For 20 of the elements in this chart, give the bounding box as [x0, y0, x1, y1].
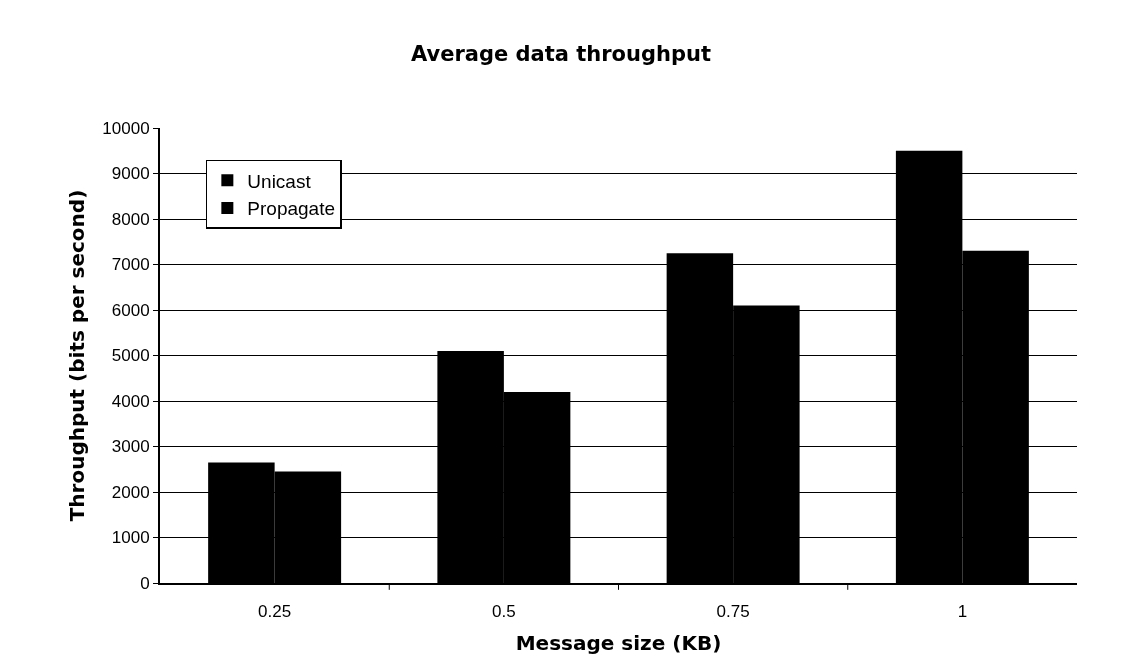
x-axis-title: Message size (KB)	[515, 631, 722, 656]
chart-title: Average data throughput	[411, 42, 711, 67]
y-axis-title: Throughput (bits per second)	[65, 189, 90, 522]
x-tick-label: 0.75	[716, 602, 750, 622]
legend-label: Unicast	[247, 170, 312, 192]
x-tick-label: 0.5	[492, 602, 516, 622]
y-tick-label: 0	[140, 573, 150, 593]
y-tick-label: 8000	[111, 209, 150, 229]
x-tick-label: 1	[957, 602, 968, 622]
y-tick-label: 6000	[111, 300, 150, 320]
y-tick-label: 5000	[111, 346, 150, 366]
y-tick-label: 10000	[102, 118, 150, 138]
y-tick-label: 4000	[111, 391, 150, 411]
y-tick-label: 2000	[111, 482, 150, 502]
x-tick-label: 0.25	[258, 602, 292, 622]
legend-label: Propagate	[247, 198, 336, 220]
y-tick-label: 7000	[111, 255, 150, 275]
y-tick-label: 1000	[111, 528, 150, 548]
y-tick-label: 3000	[111, 437, 150, 457]
y-tick-label: 9000	[111, 164, 150, 184]
